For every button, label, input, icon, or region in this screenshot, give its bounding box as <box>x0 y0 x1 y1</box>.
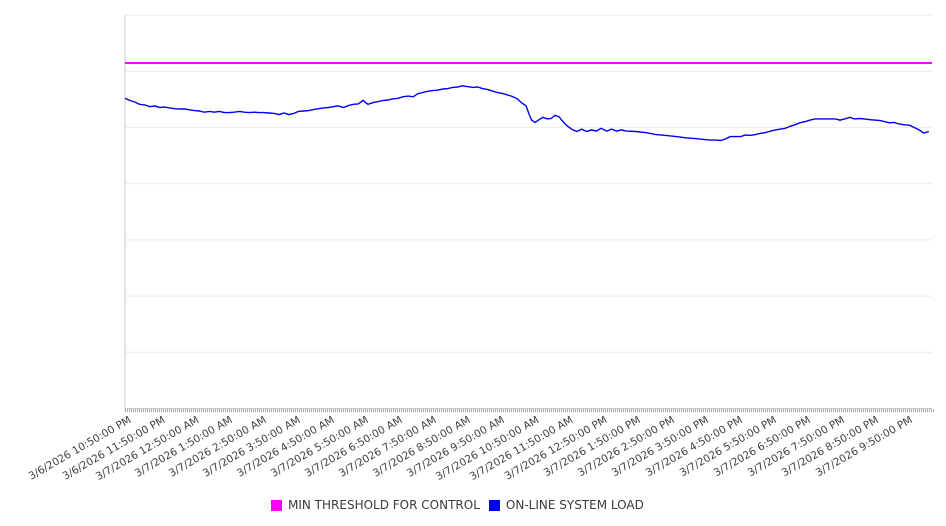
legend-marker-threshold <box>271 499 282 511</box>
legend-item-load[interactable]: ON-LINE SYSTEM LOAD <box>488 498 644 512</box>
legend-label-threshold: MIN THRESHOLD FOR CONTROL <box>288 498 480 512</box>
legend: MIN THRESHOLD FOR CONTROL ON-LINE SYSTEM… <box>271 498 644 512</box>
x-axis-minor-ticks <box>125 409 934 412</box>
legend-item-threshold[interactable]: MIN THRESHOLD FOR CONTROL <box>271 498 480 512</box>
load-line <box>124 85 930 142</box>
legend-label-load: ON-LINE SYSTEM LOAD <box>505 498 644 512</box>
legend-marker-load <box>488 499 500 511</box>
